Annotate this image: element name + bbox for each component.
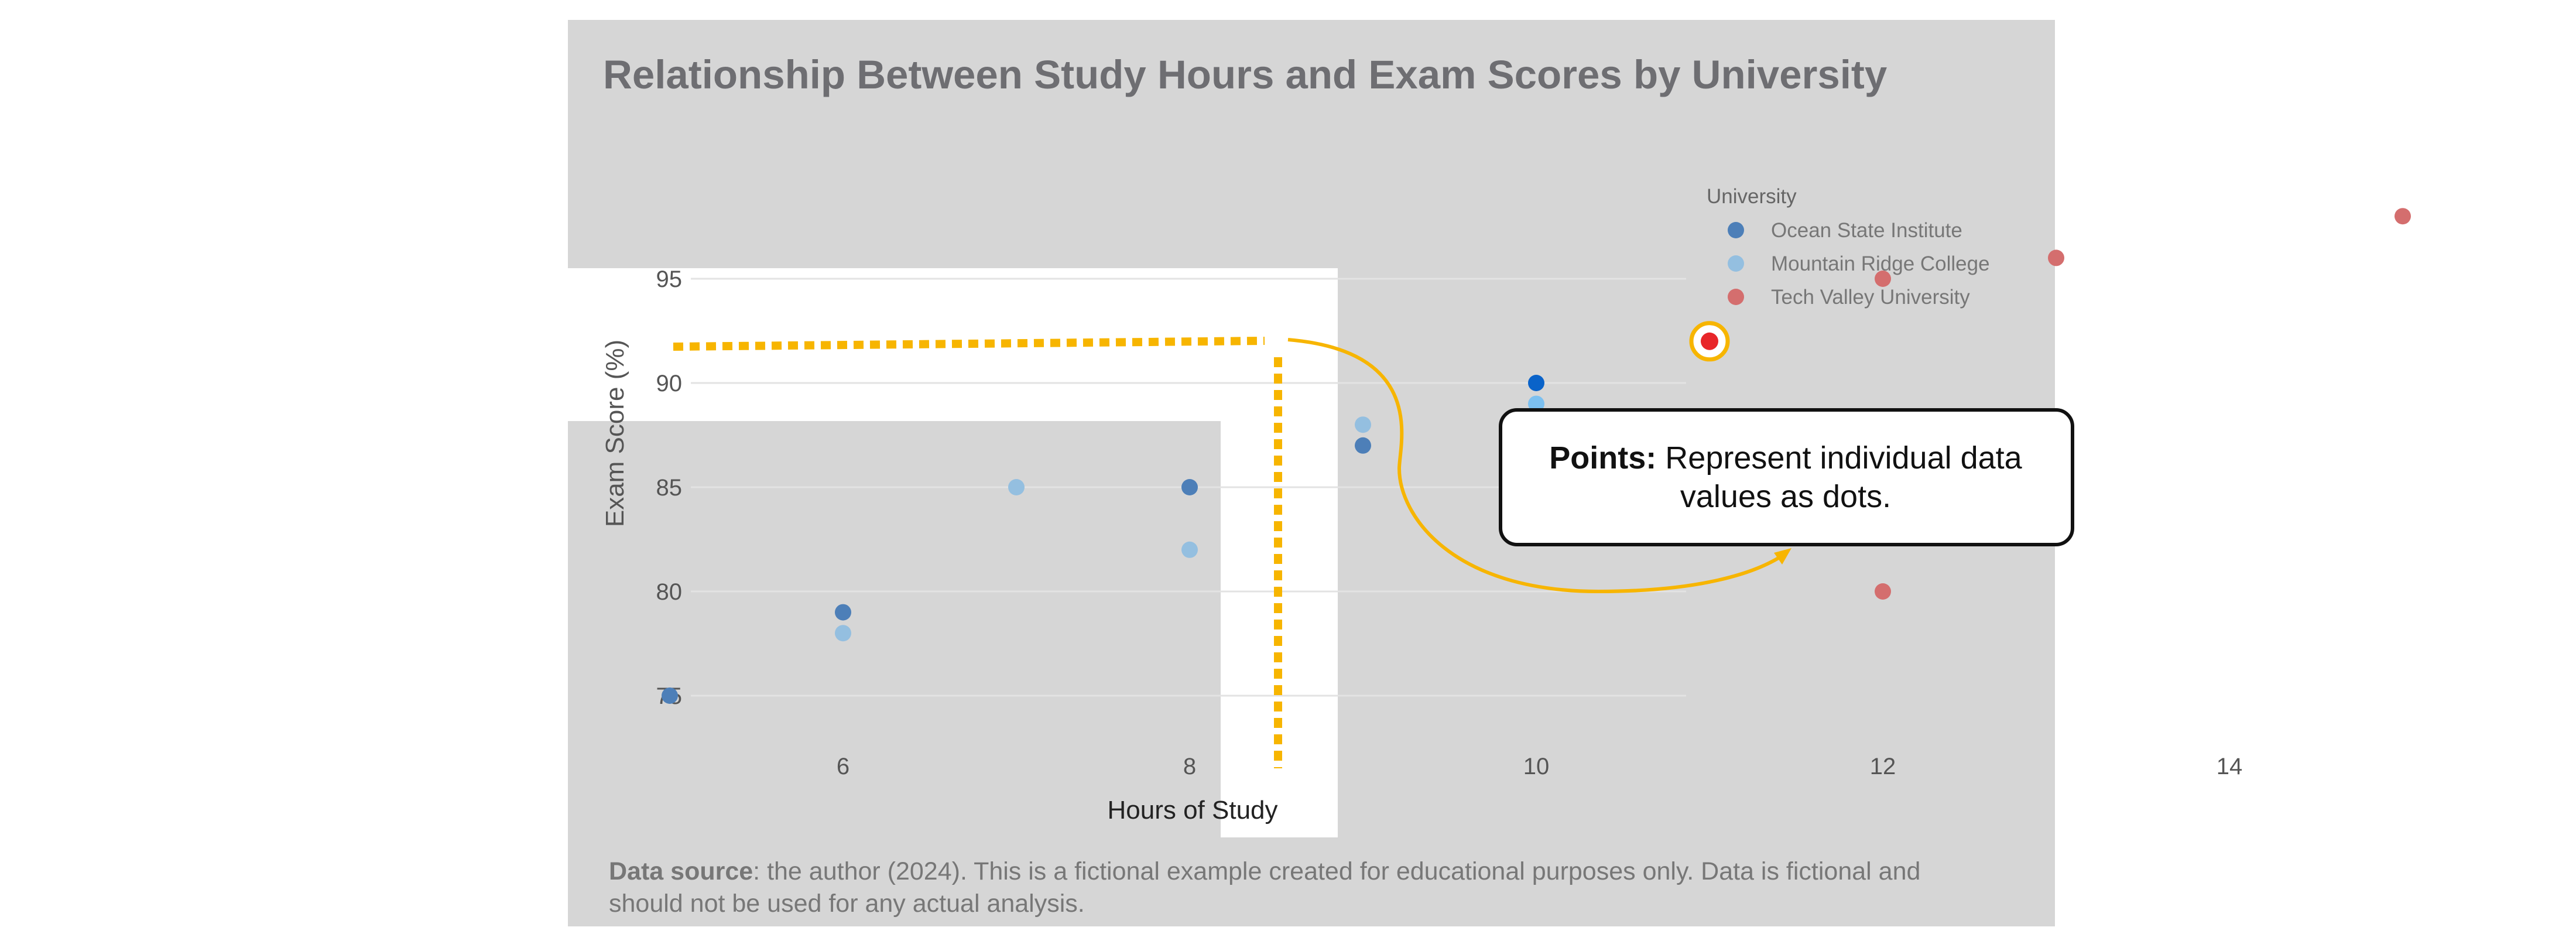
data-points bbox=[662, 208, 2411, 704]
legend-label: Tech Valley University bbox=[1771, 286, 1970, 309]
data-point bbox=[1008, 479, 1025, 495]
data-point bbox=[2048, 249, 2064, 266]
data-point bbox=[1875, 271, 1891, 287]
legend-title: University bbox=[1707, 185, 1797, 208]
y-tick-label: 85 bbox=[656, 475, 683, 501]
data-source-line2: should not be used for any actual analys… bbox=[609, 890, 1085, 918]
highlight-point bbox=[1701, 332, 1718, 350]
data-point bbox=[1355, 416, 1371, 433]
data-source-line1: Data source: the author (2024). This is … bbox=[609, 857, 1920, 885]
x-tick-label: 6 bbox=[837, 754, 849, 779]
x-axis-title: Hours of Study bbox=[1107, 796, 1277, 825]
data-point bbox=[1528, 395, 1544, 412]
annotation-arrowhead bbox=[1774, 548, 1791, 565]
legend: University Ocean State Institute Mountain… bbox=[1707, 185, 1990, 309]
data-point bbox=[1181, 541, 1198, 558]
data-point bbox=[1181, 479, 1198, 495]
highlighted-point bbox=[1689, 321, 1730, 362]
annotation-connector bbox=[1287, 338, 1787, 594]
x-tick-label: 14 bbox=[2217, 754, 2243, 779]
legend-marker bbox=[1728, 289, 1744, 305]
legend-label: Mountain Ridge College bbox=[1771, 252, 1990, 275]
annotation-box bbox=[1499, 408, 2074, 546]
data-point bbox=[835, 625, 851, 642]
y-axis-title: Exam Score (%) bbox=[601, 340, 629, 527]
annotation-text-line2: values as dots. bbox=[1680, 479, 1891, 514]
chart-title: Relationship Between Study Hours and Exa… bbox=[603, 52, 1887, 97]
y-tick-label: 80 bbox=[656, 579, 683, 605]
focus-highlight-region bbox=[568, 268, 1338, 837]
y-tick-label: 90 bbox=[656, 371, 683, 396]
x-tick-label: 10 bbox=[1523, 754, 1550, 779]
annotation-text-line1: Points: Represent individual data bbox=[1549, 440, 2022, 476]
data-point bbox=[1355, 437, 1371, 454]
legend-label: Ocean State Institute bbox=[1771, 219, 1962, 242]
x-tick-label: 12 bbox=[1870, 754, 1896, 779]
data-point bbox=[2395, 208, 2411, 225]
data-point bbox=[662, 687, 678, 704]
data-point bbox=[835, 604, 851, 621]
x-tick-label: 8 bbox=[1183, 754, 1196, 779]
legend-marker bbox=[1728, 222, 1744, 238]
data-point bbox=[1875, 583, 1891, 600]
legend-marker bbox=[1728, 255, 1744, 272]
guide-line-horizontal bbox=[673, 337, 1265, 351]
data-point bbox=[1528, 375, 1544, 391]
y-tick-label: 95 bbox=[656, 266, 683, 292]
